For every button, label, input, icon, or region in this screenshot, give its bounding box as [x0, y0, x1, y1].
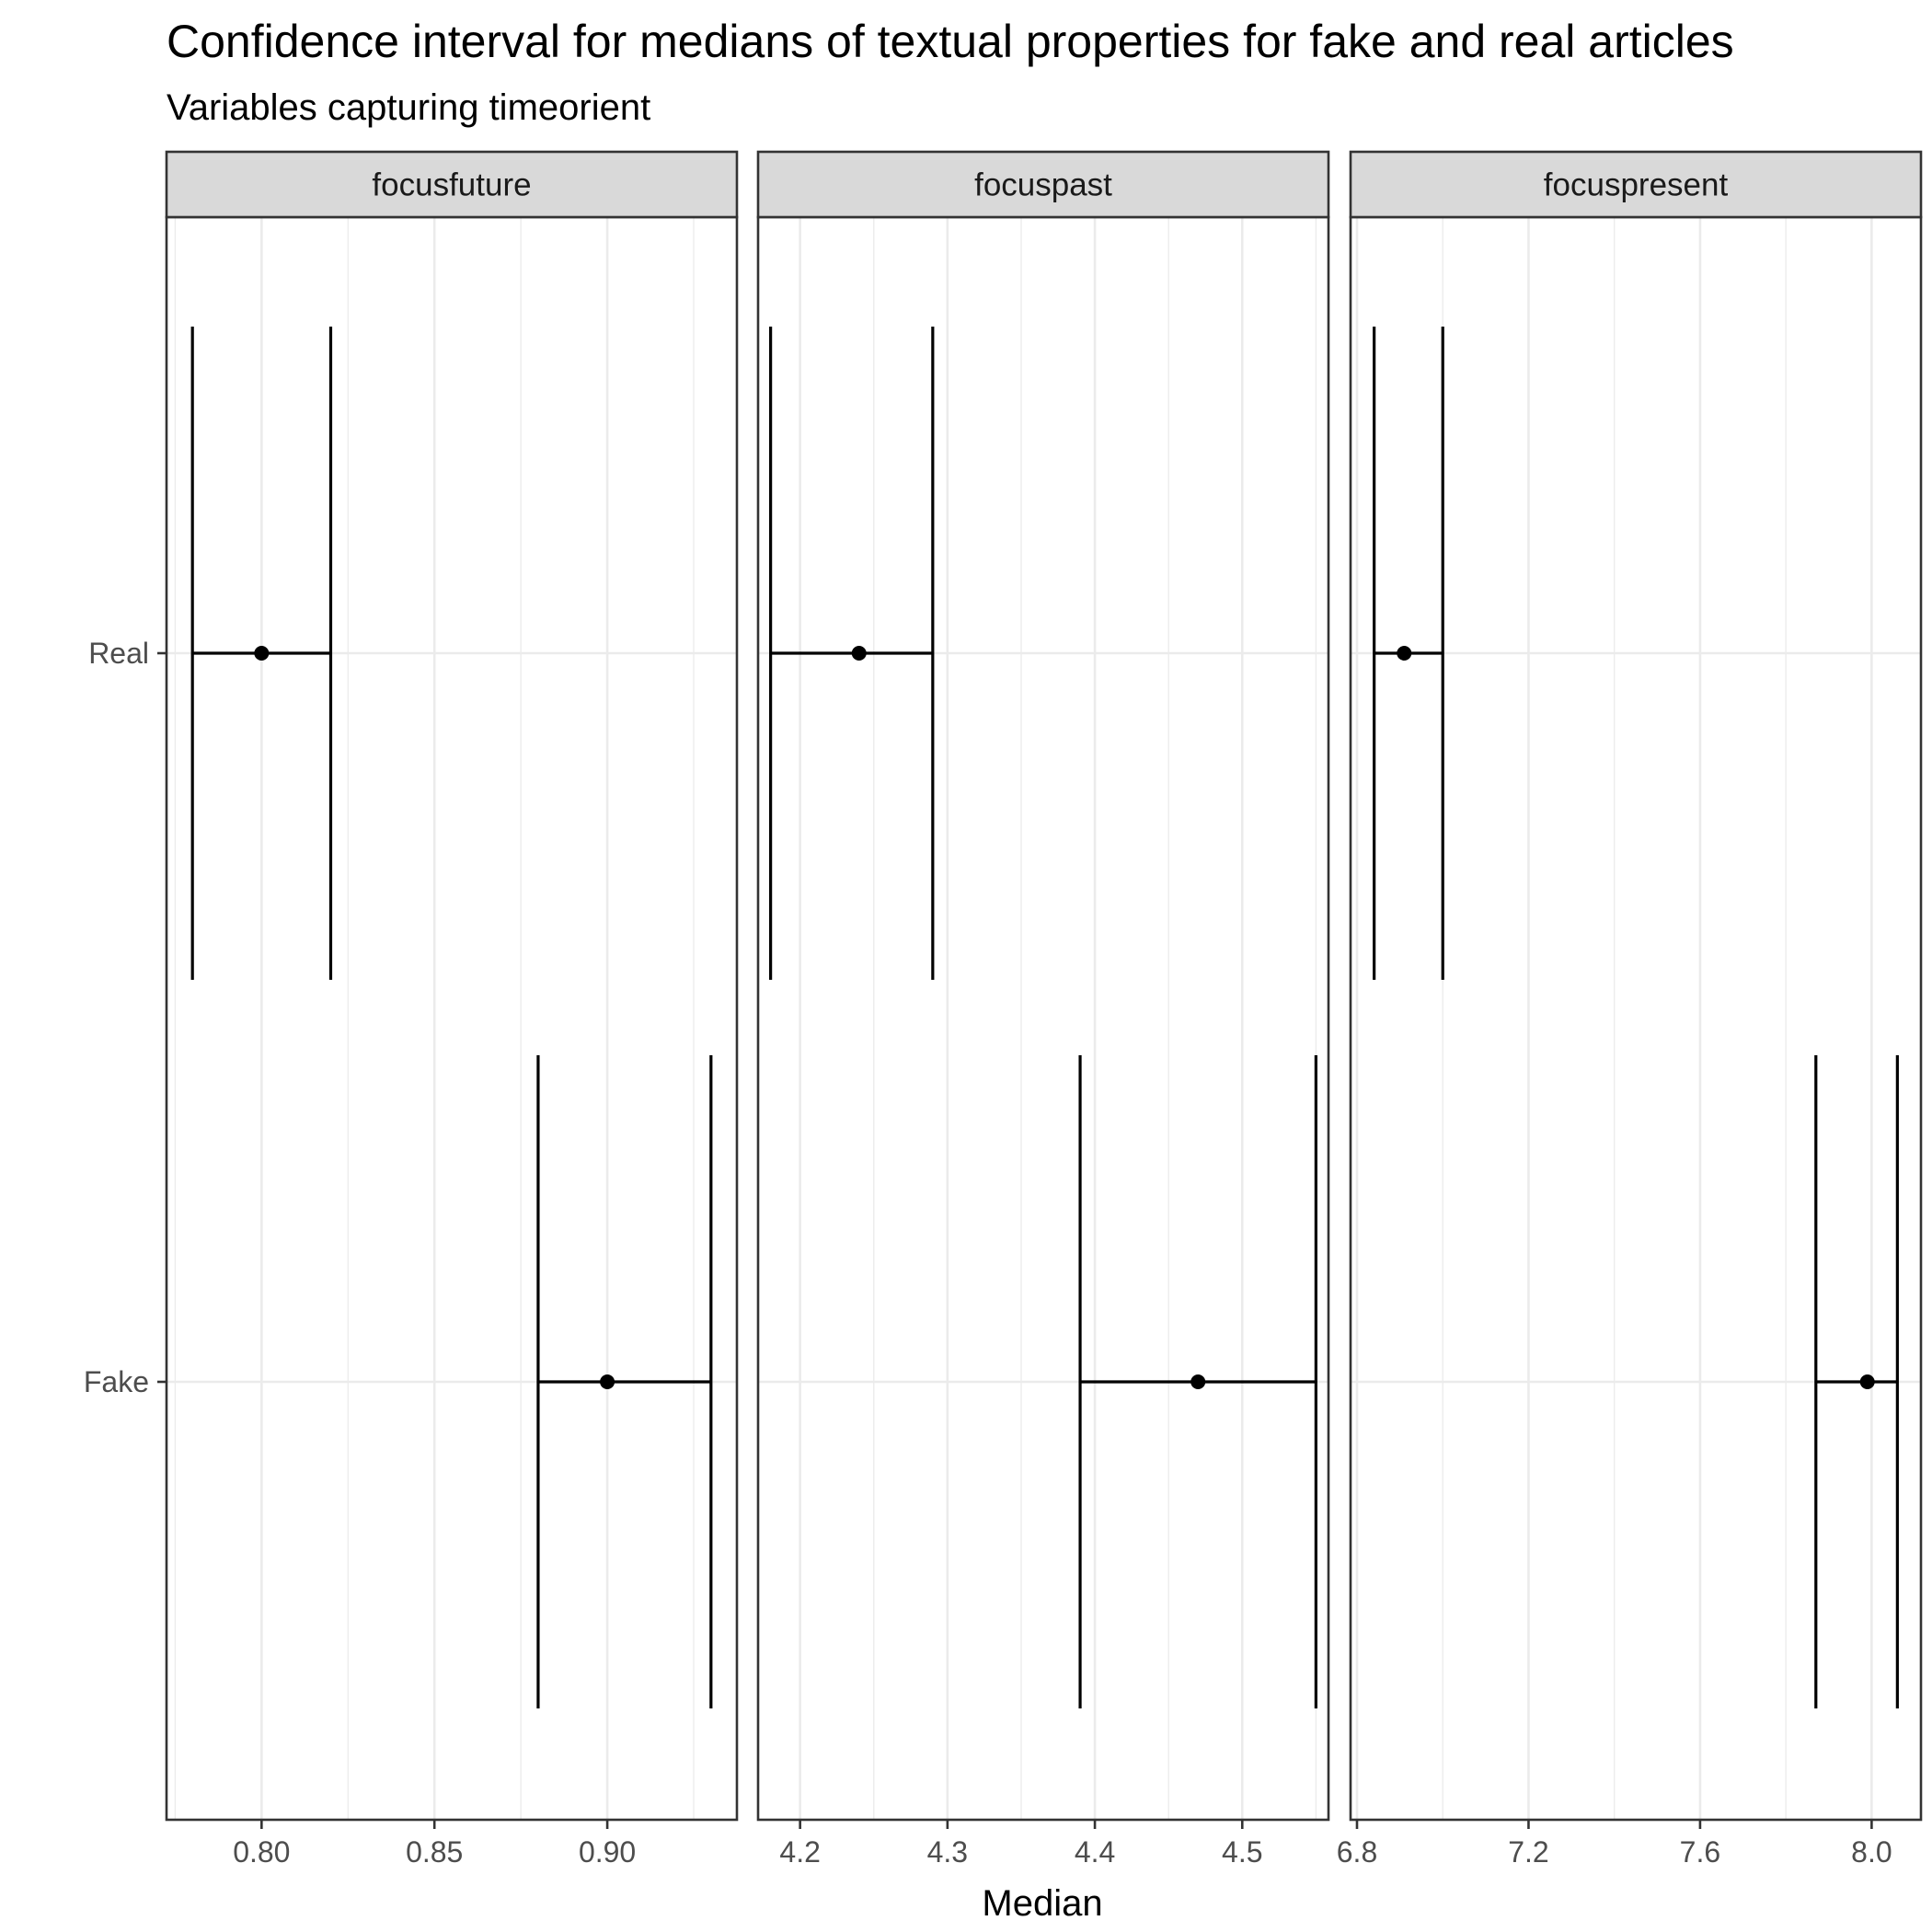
strip-label: focuspast [974, 167, 1112, 203]
x-tick-label: 4.3 [927, 1835, 968, 1869]
x-tick-label: 0.90 [579, 1835, 636, 1869]
panel-background [758, 217, 1328, 1820]
panel-background [1351, 217, 1921, 1820]
strip-label: focusfuture [372, 167, 531, 203]
median-point [1397, 646, 1412, 661]
x-tick-label: 7.2 [1508, 1835, 1548, 1869]
chart-subtitle: Variables capturing timeorient [167, 87, 650, 128]
x-tick-label: 4.5 [1222, 1835, 1262, 1869]
median-point [1190, 1374, 1206, 1389]
errorbar-real [769, 327, 935, 980]
errorbar-real [190, 327, 333, 980]
median-point [1859, 1374, 1875, 1389]
strip-background [756, 150, 1330, 219]
median-point [851, 646, 867, 661]
errorbar-real [1373, 327, 1444, 980]
facet-panels: focusfuture 0.80 0.85 0.90 focuspast 4.2 4.3 4.… [165, 150, 1923, 1869]
strip-background [1349, 150, 1923, 219]
x-tick-label: 6.8 [1337, 1835, 1377, 1869]
x-tick-label: 0.85 [406, 1835, 463, 1869]
y-axis: Real Fake [84, 637, 167, 1398]
x-tick-label: 0.80 [233, 1835, 290, 1869]
errorbar-fake [536, 1055, 713, 1708]
median-point [254, 646, 270, 661]
errorbar-fake [1814, 1055, 1899, 1708]
panel-focusfuture: focusfuture 0.80 0.85 0.90 [165, 150, 739, 1869]
x-tick-label: 7.6 [1680, 1835, 1720, 1869]
panel-focuspresent: focuspresent 6.8 7.2 7.6 8.0 [1337, 150, 1923, 1869]
chart-title: Confidence interval for medians of textu… [167, 16, 1734, 67]
x-tick-label: 8.0 [1851, 1835, 1892, 1869]
strip-background [165, 150, 739, 219]
y-tick-label-fake: Fake [84, 1365, 149, 1398]
x-axis-title: Median [982, 1883, 1102, 1924]
x-tick-label: 4.4 [1075, 1835, 1115, 1869]
panel-focuspast: focuspast 4.2 4.3 4.4 4.5 [756, 150, 1330, 1869]
x-tick-label: 4.2 [779, 1835, 820, 1869]
y-tick-label-real: Real [88, 637, 149, 670]
panel-background [167, 217, 737, 1820]
median-point [600, 1374, 615, 1389]
errorbar-fake [1078, 1055, 1317, 1708]
strip-label: focuspresent [1544, 167, 1729, 203]
